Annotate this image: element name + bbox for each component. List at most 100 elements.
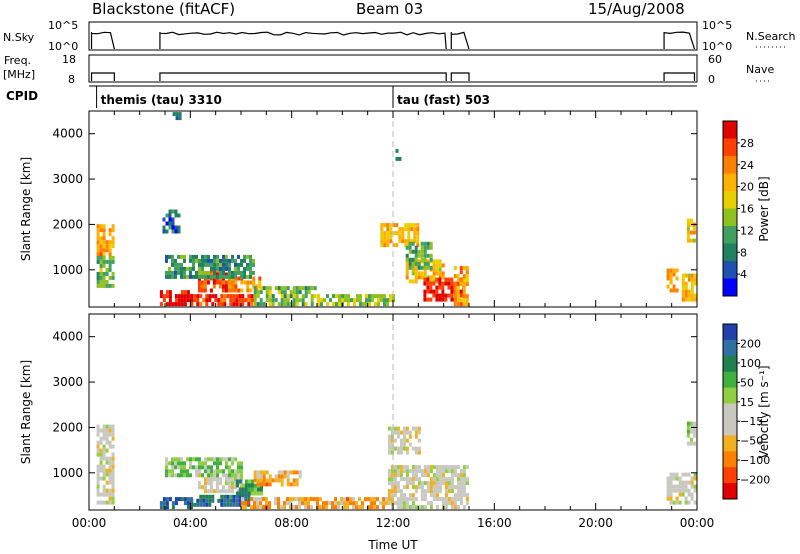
range-cell bbox=[447, 497, 451, 502]
y-tick-label: 1000 bbox=[52, 466, 83, 480]
range-cell bbox=[414, 505, 418, 510]
range-cell bbox=[165, 465, 168, 470]
range-cell bbox=[438, 489, 442, 494]
range-cell bbox=[198, 274, 201, 279]
colorbar-segment bbox=[723, 339, 737, 357]
range-cell bbox=[447, 469, 451, 474]
range-cell bbox=[96, 259, 100, 264]
range-cell bbox=[99, 263, 103, 268]
range-cell bbox=[180, 262, 183, 267]
range-cell bbox=[223, 302, 227, 307]
range-cell bbox=[416, 239, 420, 244]
range-cell bbox=[453, 266, 457, 271]
range-cell bbox=[399, 438, 403, 443]
range-cell bbox=[373, 501, 376, 506]
range-cell bbox=[235, 491, 239, 496]
beam-title: Beam 03 bbox=[356, 0, 423, 18]
range-cell bbox=[159, 505, 163, 510]
range-cell bbox=[105, 428, 109, 433]
range-cell bbox=[453, 282, 457, 287]
range-cell bbox=[402, 465, 406, 470]
range-cell bbox=[385, 501, 388, 506]
range-cell bbox=[396, 434, 400, 439]
range-cell bbox=[200, 284, 204, 289]
range-cell bbox=[190, 298, 194, 303]
range-cell bbox=[404, 239, 408, 244]
range-cell bbox=[230, 284, 234, 289]
range-cell bbox=[426, 489, 430, 494]
range-cell bbox=[102, 464, 106, 469]
range-cell bbox=[411, 261, 415, 266]
range-cell bbox=[96, 484, 100, 489]
range-cell bbox=[216, 465, 219, 470]
range-cell bbox=[210, 262, 213, 267]
range-cell bbox=[690, 297, 694, 302]
range-cell bbox=[196, 502, 200, 507]
nave-tick-top: 60 bbox=[708, 53, 722, 66]
range-cell bbox=[198, 270, 201, 275]
range-cell bbox=[108, 456, 112, 461]
range-cell bbox=[383, 294, 386, 299]
range-cell bbox=[690, 289, 694, 294]
range-cell bbox=[462, 465, 466, 470]
range-cell bbox=[462, 278, 466, 283]
range-cell bbox=[102, 432, 106, 437]
range-cell bbox=[456, 298, 460, 303]
range-cell bbox=[686, 238, 690, 243]
range-cell bbox=[672, 284, 676, 289]
range-cell bbox=[399, 493, 403, 498]
range-cell bbox=[210, 473, 213, 478]
range-cell bbox=[256, 478, 260, 483]
range-cell bbox=[444, 493, 448, 498]
colorbar-segment bbox=[723, 419, 737, 436]
range-cell bbox=[241, 302, 245, 307]
range-cell bbox=[417, 446, 421, 451]
range-cell bbox=[393, 446, 397, 451]
range-cell bbox=[207, 274, 210, 279]
range-cell bbox=[229, 298, 233, 303]
range-cell bbox=[405, 253, 409, 258]
range-cell bbox=[456, 497, 460, 502]
colorbar-segment bbox=[723, 435, 737, 452]
range-cell bbox=[389, 231, 393, 236]
range-cell bbox=[420, 497, 424, 502]
range-cell bbox=[367, 505, 370, 510]
range-cell bbox=[259, 482, 263, 487]
range-cell bbox=[432, 263, 436, 268]
range-cell bbox=[209, 272, 213, 277]
range-cell bbox=[301, 497, 304, 502]
range-cell bbox=[250, 479, 254, 484]
range-cell bbox=[686, 218, 690, 223]
range-cell bbox=[387, 426, 391, 431]
range-cell bbox=[319, 497, 322, 502]
range-cell bbox=[224, 481, 228, 486]
range-cell bbox=[286, 497, 289, 502]
range-cell bbox=[195, 469, 198, 474]
range-cell bbox=[465, 294, 469, 299]
range-cell bbox=[331, 505, 334, 510]
range-cell bbox=[459, 282, 463, 287]
range-cell bbox=[202, 494, 206, 499]
range-cell bbox=[243, 280, 247, 285]
range-cell bbox=[198, 457, 201, 462]
range-cell bbox=[207, 254, 210, 259]
range-cell bbox=[399, 442, 403, 447]
range-cell bbox=[108, 244, 112, 249]
range-cell bbox=[162, 497, 166, 502]
range-cell bbox=[390, 501, 394, 506]
range-cell bbox=[411, 249, 415, 254]
range-cell bbox=[102, 452, 106, 457]
range-cell bbox=[216, 461, 219, 466]
range-cell bbox=[399, 446, 403, 451]
range-cell bbox=[235, 483, 239, 488]
range-cell bbox=[368, 302, 371, 307]
range-cell bbox=[692, 226, 696, 231]
range-cell bbox=[438, 277, 442, 282]
range-cell bbox=[441, 469, 445, 474]
range-cell bbox=[235, 479, 239, 484]
range-cell bbox=[111, 275, 115, 280]
range-cell bbox=[441, 297, 445, 302]
range-cell bbox=[196, 498, 200, 503]
range-cell bbox=[180, 457, 183, 462]
colorbar-tick-label: 100 bbox=[740, 357, 761, 370]
